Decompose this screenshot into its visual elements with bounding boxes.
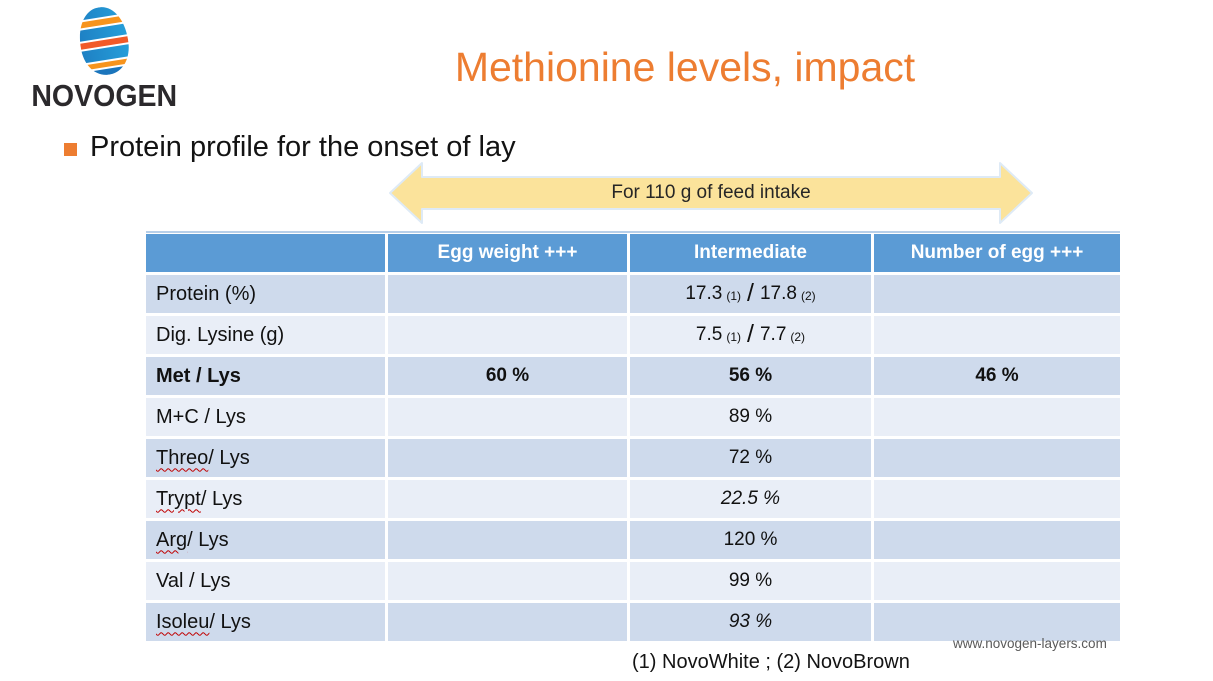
bullet-line: Protein profile for the onset of lay: [64, 131, 516, 164]
table-header-egg-weight: Egg weight +++: [388, 234, 627, 272]
table-header-egg-number: Number of egg +++: [874, 234, 1120, 272]
cell-protein-egg-weight: [388, 275, 627, 313]
slide-title: Methionine levels, impact: [454, 44, 916, 90]
row-label-threo-lys: Threo / Lys: [146, 439, 385, 477]
row-label-arg-lys: Arg / Lys: [146, 521, 385, 559]
cell-threo-lys-intermediate: 72 %: [630, 439, 871, 477]
table-header-blank: [146, 234, 385, 272]
cell-threo-lys-egg-weight: [388, 439, 627, 477]
cell-isoleu-lys-intermediate: 93 %: [630, 603, 871, 641]
cell-mc-lys-egg-weight: [388, 398, 627, 436]
novogen-logo: NOVOGEN: [14, 4, 194, 114]
cell-met-lys-egg-weight: 60 %: [388, 357, 627, 395]
row-label-mc-lys: M+C / Lys: [146, 398, 385, 436]
row-label-val-lys: Val / Lys: [146, 562, 385, 600]
cell-trypt-lys-egg-number: [874, 480, 1120, 518]
cell-arg-lys-egg-weight: [388, 521, 627, 559]
cell-isoleu-lys-egg-number: [874, 603, 1120, 641]
cell-threo-lys-egg-number: [874, 439, 1120, 477]
logo-wordmark: NOVOGEN: [31, 78, 177, 113]
cell-val-lys-intermediate: 99 %: [630, 562, 871, 600]
cell-trypt-lys-intermediate: 22.5 %: [630, 480, 871, 518]
cell-isoleu-lys-egg-weight: [388, 603, 627, 641]
cell-val-lys-egg-number: [874, 562, 1120, 600]
row-label-protein: Protein (%): [146, 275, 385, 313]
feed-intake-banner-text: For 110 g of feed intake: [611, 182, 811, 203]
bullet-text: Protein profile for the onset of lay: [90, 131, 516, 163]
cell-protein-egg-number: [874, 275, 1120, 313]
website-url: www.novogen-layers.com: [953, 636, 1107, 651]
protein-profile-table: Egg weight +++ Intermediate Number of eg…: [146, 231, 1120, 641]
cell-dig-lysine-egg-weight: [388, 316, 627, 354]
egg-globe-icon: [78, 6, 130, 76]
bullet-square-icon: [64, 142, 77, 156]
cell-met-lys-intermediate: 56 %: [630, 357, 871, 395]
cell-trypt-lys-egg-weight: [388, 480, 627, 518]
cell-dig-lysine-egg-number: [874, 316, 1120, 354]
table-header-intermediate: Intermediate: [630, 234, 871, 272]
double-arrow-icon: [389, 162, 1033, 224]
cell-dig-lysine-intermediate: 7.5 (1)/7.7 (2): [630, 316, 871, 354]
cell-arg-lys-egg-number: [874, 521, 1120, 559]
cell-val-lys-egg-weight: [388, 562, 627, 600]
row-label-isoleu-lys: Isoleu / Lys: [146, 603, 385, 641]
row-label-met-lys: Met / Lys: [146, 357, 385, 395]
cell-protein-intermediate: 17.3 (1)/17.8 (2): [630, 275, 871, 313]
cell-mc-lys-intermediate: 89 %: [630, 398, 871, 436]
row-label-trypt-lys: Trypt / Lys: [146, 480, 385, 518]
footnote: (1) NovoWhite ; (2) NovoBrown: [632, 651, 910, 673]
cell-arg-lys-intermediate: 120 %: [630, 521, 871, 559]
cell-met-lys-egg-number: 46 %: [874, 357, 1120, 395]
cell-mc-lys-egg-number: [874, 398, 1120, 436]
feed-intake-banner: For 110 g of feed intake: [388, 161, 1034, 225]
row-label-dig-lysine: Dig. Lysine (g): [146, 316, 385, 354]
